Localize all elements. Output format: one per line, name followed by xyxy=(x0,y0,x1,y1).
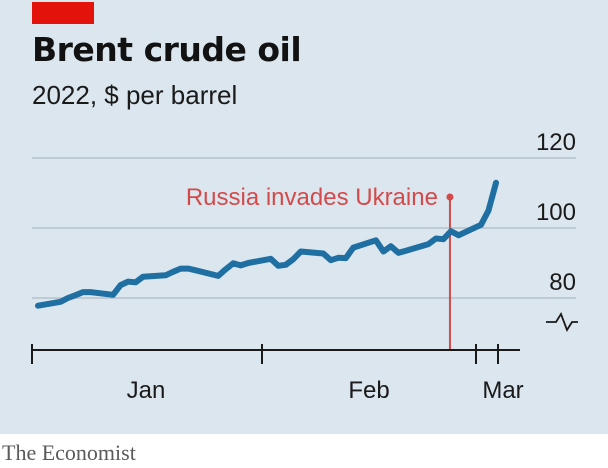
gridlines xyxy=(32,157,576,299)
x-tick-label-jan: Jan xyxy=(127,377,166,404)
annotation-label: Russia invades Ukraine xyxy=(186,184,438,211)
brand-tag xyxy=(32,2,94,24)
y-axis-tick-labels: 80 100 120 xyxy=(536,129,576,296)
y-tick-label-80: 80 xyxy=(549,269,576,296)
x-tick-label-mar: Mar xyxy=(482,377,523,404)
chart-title: Brent crude oil xyxy=(32,30,302,69)
y-tick-label-100: 100 xyxy=(536,199,576,226)
series-layer xyxy=(35,179,499,309)
source-credit: The Economist xyxy=(2,440,136,465)
y-tick-label-120: 120 xyxy=(536,129,576,156)
series-line-0 xyxy=(35,179,499,309)
axis-break xyxy=(546,311,578,333)
x-axis: Jan Feb Mar xyxy=(31,344,524,404)
axis-break-icon xyxy=(546,311,578,333)
chart-subtitle: 2022, $ per barrel xyxy=(32,80,238,110)
annotation-layer: Russia invades Ukraine xyxy=(186,184,454,350)
x-tick-label-feb: Feb xyxy=(348,377,389,404)
annotation-dot xyxy=(446,193,454,201)
line-chart: 80 100 120 Russia invades Ukraine Jan Feb Ma… xyxy=(31,129,578,404)
chart-panel xyxy=(0,0,608,434)
